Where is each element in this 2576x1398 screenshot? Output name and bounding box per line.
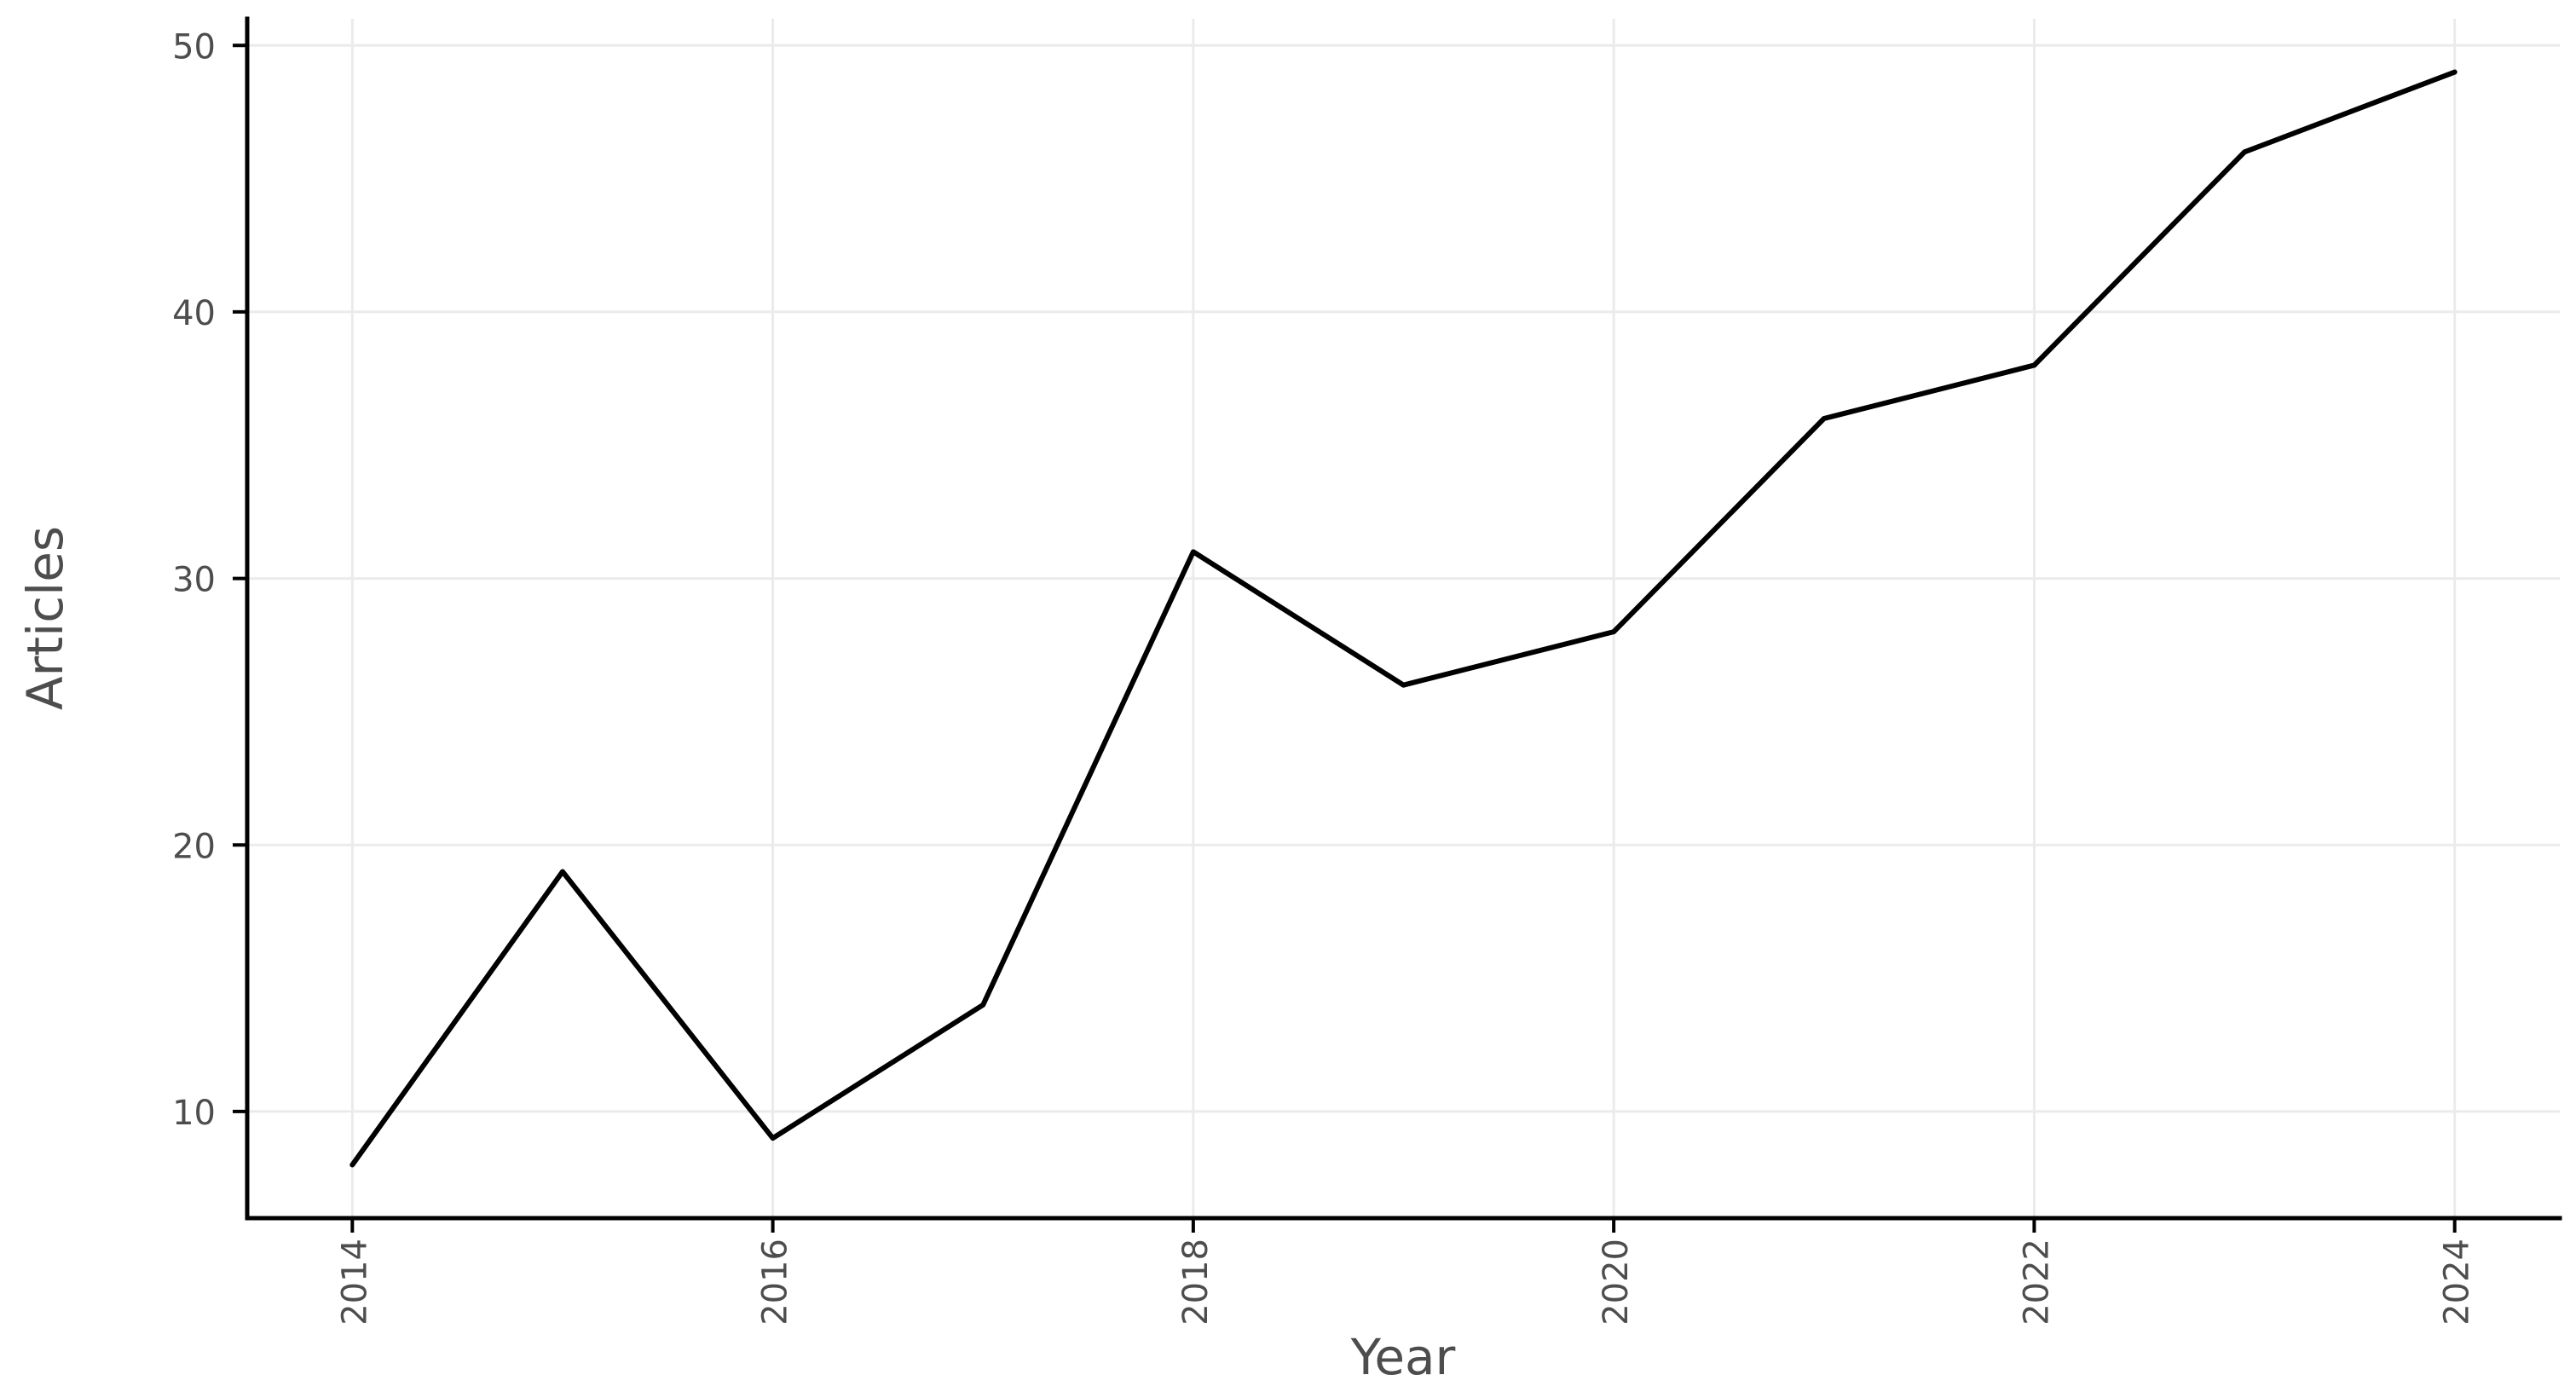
gridlines [247,19,2560,1218]
data-line-articles [349,69,2458,1168]
y-tick-label-20: 20 [172,827,216,866]
tick-labels: 10 20 30 40 50 2014 2016 2018 2020 2022 2024 [172,27,2477,1326]
x-axis-title: Year [1350,1328,1456,1386]
x-tick-label-2024: 2024 [2438,1239,2477,1326]
x-tick-label-2020: 2020 [1597,1239,1636,1326]
data-series [349,69,2458,1168]
y-tick-label-40: 40 [172,294,216,333]
x-tick-label-2014: 2014 [335,1239,374,1326]
x-tick-label-2018: 2018 [1176,1239,1216,1326]
y-axis-title: Articles [16,526,74,710]
x-tick-label-2022: 2022 [2017,1239,2056,1326]
axis-lines [245,16,2562,1221]
axis-ticks [233,43,2457,1233]
y-tick-label-30: 30 [172,561,216,600]
y-tick-label-10: 10 [172,1094,216,1133]
x-tick-label-2016: 2016 [756,1239,795,1326]
y-tick-label-50: 50 [172,27,216,66]
